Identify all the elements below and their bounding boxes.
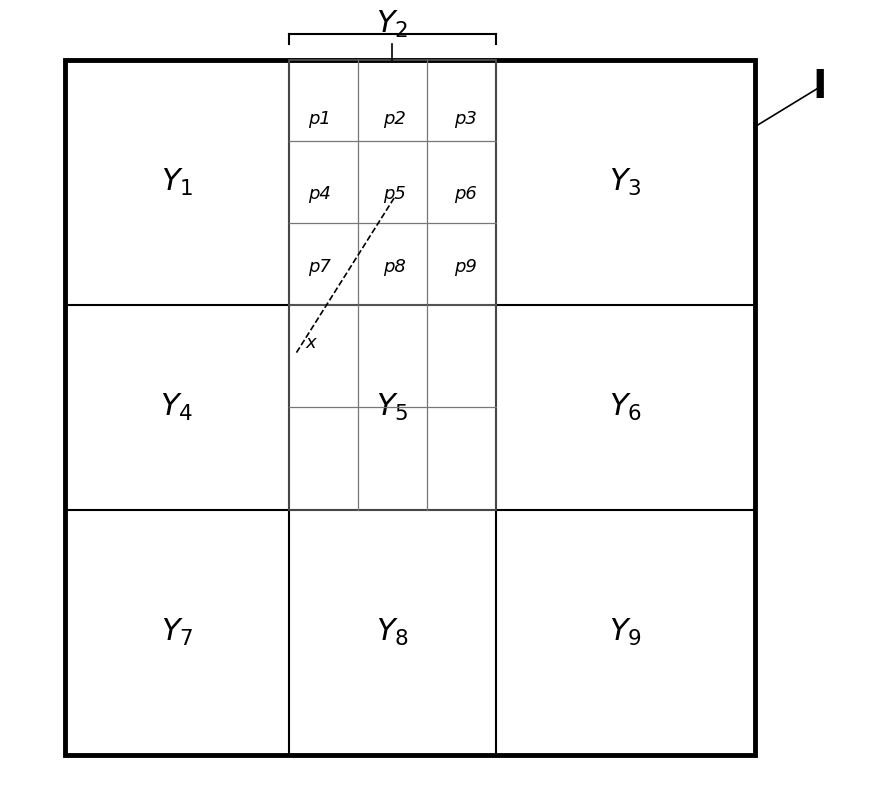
Text: $Y_2$: $Y_2$: [376, 9, 408, 40]
Text: $Y_6$: $Y_6$: [609, 392, 642, 423]
Text: $Y_9$: $Y_9$: [609, 618, 642, 648]
Text: p7: p7: [307, 258, 330, 276]
Text: $Y_3$: $Y_3$: [609, 167, 642, 197]
Text: p6: p6: [455, 185, 477, 203]
Text: p5: p5: [382, 185, 406, 203]
Bar: [289, 60, 496, 304]
Text: p3: p3: [455, 110, 477, 128]
Bar: [64, 60, 754, 755]
Text: p9: p9: [455, 258, 477, 276]
Text: $Y_7$: $Y_7$: [160, 618, 192, 648]
Text: p8: p8: [382, 258, 406, 276]
Bar: [289, 304, 496, 511]
Text: I: I: [812, 69, 827, 106]
Text: $Y_1$: $Y_1$: [160, 167, 192, 197]
Text: $Y_4$: $Y_4$: [160, 392, 193, 423]
Text: p1: p1: [307, 110, 330, 128]
Text: $Y_5$: $Y_5$: [376, 392, 408, 423]
Text: $Y_8$: $Y_8$: [376, 618, 408, 648]
Text: x: x: [305, 334, 315, 352]
Text: p4: p4: [307, 185, 330, 203]
Text: p2: p2: [382, 110, 406, 128]
